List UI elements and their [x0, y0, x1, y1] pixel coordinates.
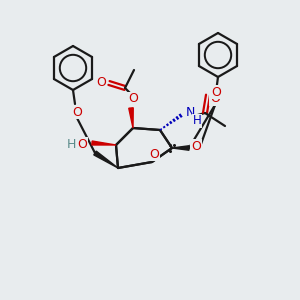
Text: O: O	[210, 92, 220, 106]
Text: H: H	[193, 115, 201, 128]
Text: O: O	[191, 140, 201, 152]
Text: O: O	[72, 106, 82, 118]
Polygon shape	[172, 146, 189, 150]
Polygon shape	[129, 108, 133, 128]
Polygon shape	[92, 141, 116, 145]
Text: O: O	[211, 85, 221, 98]
Text: H: H	[67, 137, 76, 151]
Text: O: O	[128, 92, 138, 106]
Text: O: O	[77, 137, 87, 151]
Text: O: O	[149, 148, 159, 160]
Text: N: N	[185, 106, 195, 119]
Text: O: O	[96, 76, 106, 89]
Polygon shape	[94, 151, 118, 168]
